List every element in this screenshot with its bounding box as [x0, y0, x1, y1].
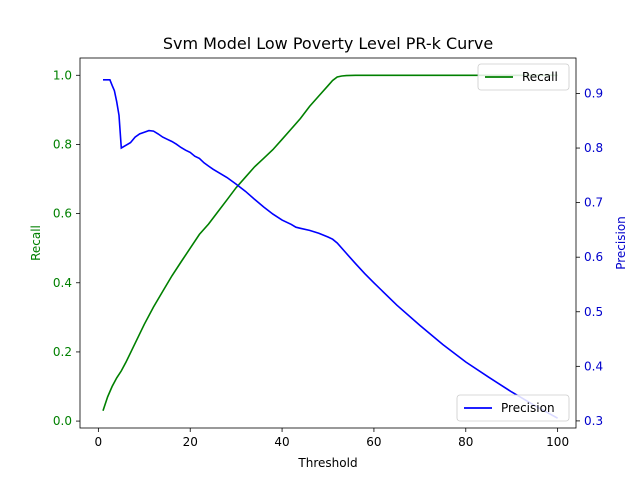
legend-precision-label: Precision — [501, 401, 555, 415]
y-right-tick-label: 0.3 — [584, 414, 603, 428]
legend-precision: Precision — [457, 395, 569, 421]
legend-recall-label: Recall — [522, 70, 558, 84]
x-tick-label: 80 — [458, 435, 473, 449]
y-left-tick-label: 0.0 — [53, 414, 72, 428]
y-left-tick-label: 1.0 — [53, 68, 72, 82]
y-right-tick-label: 0.5 — [584, 305, 603, 319]
y-right-tick-label: 0.8 — [584, 141, 603, 155]
x-tick-label: 100 — [546, 435, 569, 449]
x-axis-label: Threshold — [297, 456, 357, 470]
y-right-tick-label: 0.9 — [584, 86, 603, 100]
y-left-tick-label: 0.6 — [53, 207, 72, 221]
y-right-tick-label: 0.7 — [584, 196, 603, 210]
legend-recall: Recall — [478, 64, 569, 90]
x-tick-label: 20 — [183, 435, 198, 449]
y-axis-right-label: Precision — [614, 216, 628, 270]
y-left-tick-label: 0.4 — [53, 276, 72, 290]
x-tick-label: 60 — [366, 435, 381, 449]
y-right-tick-label: 0.4 — [584, 359, 603, 373]
y-right-tick-label: 0.6 — [584, 250, 603, 264]
y-left-tick-label: 0.8 — [53, 137, 72, 151]
x-tick-label: 40 — [274, 435, 289, 449]
chart-title: Svm Model Low Poverty Level PR-k Curve — [163, 34, 493, 53]
x-tick-label: 0 — [95, 435, 103, 449]
y-left-tick-label: 0.2 — [53, 345, 72, 359]
y-axis-left-label: Recall — [29, 225, 43, 261]
